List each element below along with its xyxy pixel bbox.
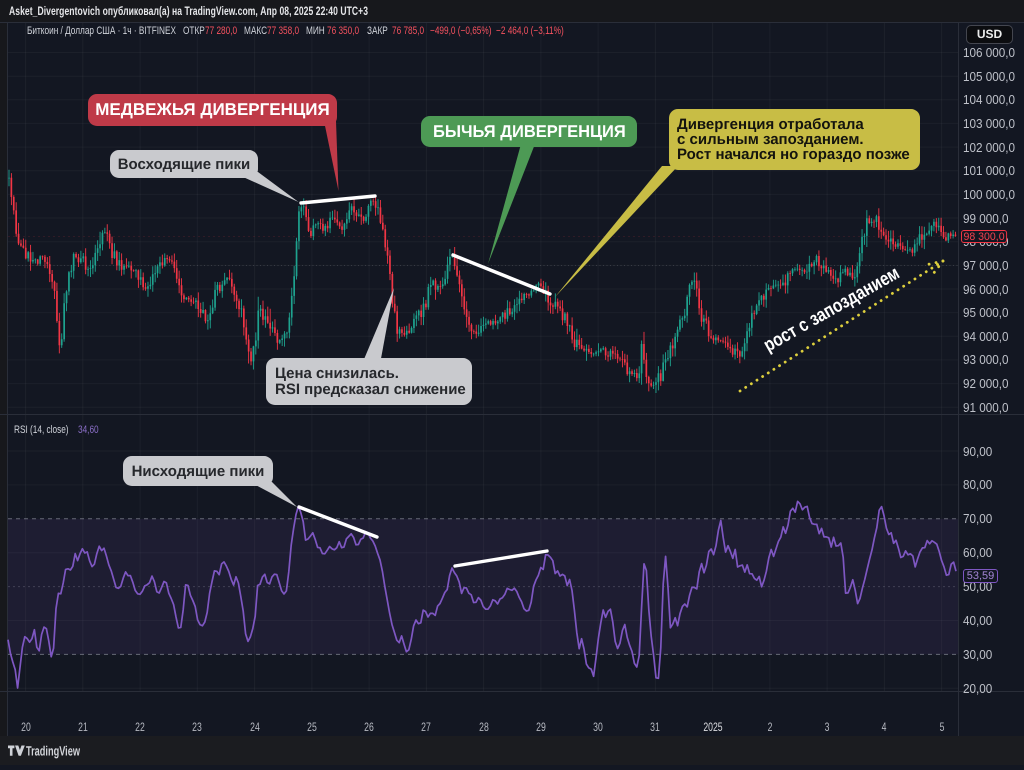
svg-text:TradingView: TradingView bbox=[26, 744, 80, 759]
